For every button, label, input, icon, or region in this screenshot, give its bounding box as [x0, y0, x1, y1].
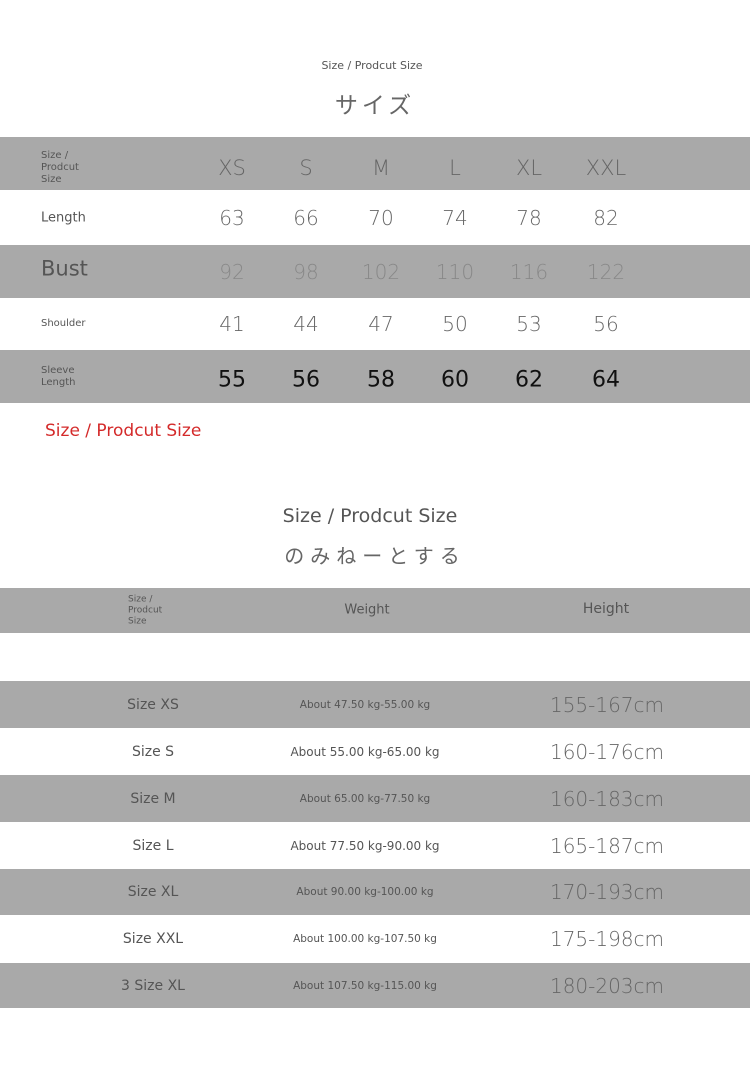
height-cell: 165-187cm: [549, 833, 665, 858]
row-label-line: Sleeve: [41, 364, 75, 376]
size-cell: Size L: [132, 837, 174, 854]
height-cell: 155-167cm: [549, 692, 665, 717]
row-label: Length: [41, 210, 86, 225]
section1-subtitle: Size / Prodcut Size: [321, 59, 423, 72]
measurement-cell: 82: [593, 205, 619, 230]
header-size-label-line: Size /: [128, 594, 153, 605]
header-size-label-line: Size: [41, 174, 62, 185]
size-cell: Size XS: [127, 696, 179, 713]
measurement-cell: 64: [592, 367, 620, 392]
measurement-cell: 70: [368, 205, 394, 230]
height-column-header: Height: [582, 601, 630, 617]
header-size-label-line: Size: [128, 616, 147, 627]
row-label-line: Shoulder: [41, 318, 86, 329]
measurement-cell: 60: [441, 367, 469, 392]
height-cell: 170-193cm: [549, 880, 665, 904]
measurement-cell: 56: [593, 312, 619, 336]
measurement-cell: 74: [442, 205, 468, 230]
measurement-cell: 41: [219, 312, 245, 336]
measurement-cell: 110: [435, 259, 475, 284]
header-size-label-line: Size /: [41, 150, 69, 161]
size-column-header: M: [371, 156, 391, 180]
table-row: [0, 350, 750, 403]
header-size-label-line: Prodcut: [41, 162, 79, 173]
table-header-row: [0, 137, 750, 190]
measurement-cell: 66: [293, 205, 319, 230]
row-label-line: Bust: [41, 256, 88, 280]
weight-cell: About 77.50 kg-90.00 kg: [290, 838, 440, 853]
section2-title: のみねーとする: [284, 544, 466, 568]
measurement-cell: 58: [367, 367, 395, 392]
row-label-line: Length: [41, 210, 86, 225]
weight-column-header: Weight: [344, 602, 390, 618]
table-header-row: [0, 588, 750, 633]
measurement-cell: 50: [442, 312, 468, 336]
weight-cell: About 55.00 kg-65.00 kg: [290, 744, 440, 759]
table-row: [0, 681, 750, 728]
measurement-cell: 47: [368, 312, 394, 336]
section1-title: サイズ: [334, 93, 416, 119]
size-note: Size / Prodcut Size: [45, 421, 202, 441]
header-size-label: Size / Prodcut Size: [128, 595, 162, 628]
measurement-cell: 55: [218, 367, 246, 392]
table-row: [0, 963, 750, 1008]
row-label: Sleeve Length: [41, 365, 76, 389]
measurement-cell: 102: [361, 259, 401, 284]
section2-subtitle: Size / Prodcut Size: [282, 505, 458, 527]
size-cell: Size XXL: [122, 931, 184, 947]
weight-cell: About 107.50 kg-115.00 kg: [293, 979, 437, 992]
measurement-cell: 92: [219, 259, 245, 284]
height-cell: 175-198cm: [549, 927, 665, 951]
table-row: [0, 869, 750, 915]
weight-cell: About 47.50 kg-55.00 kg: [299, 698, 431, 711]
size-cell: Size XL: [127, 884, 179, 900]
header-size-label-line: Prodcut: [128, 605, 163, 616]
header-size-label: Size / Prodcut Size: [41, 150, 79, 186]
weight-cell: About 100.00 kg-107.50 kg: [293, 933, 437, 945]
size-column-header: S: [299, 156, 313, 180]
table-row: [0, 245, 750, 298]
height-cell: 160-176cm: [549, 739, 665, 764]
row-label-line: Length: [41, 376, 76, 388]
table-row: [0, 775, 750, 822]
measurement-cell: 122: [586, 259, 626, 284]
row-label: Shoulder: [41, 318, 86, 330]
size-cell: 3 Size XL: [121, 977, 185, 994]
measurement-cell: 98: [293, 259, 319, 284]
row-label: Bust: [41, 257, 88, 280]
measurement-cell: 53: [516, 312, 542, 336]
size-column-header: L: [449, 156, 461, 180]
height-cell: 160-183cm: [549, 786, 665, 811]
weight-cell: About 90.00 kg-100.00 kg: [296, 886, 434, 898]
measurement-cell: 78: [516, 205, 542, 230]
measurement-cell: 116: [509, 259, 549, 284]
size-cell: Size S: [131, 743, 175, 760]
measurement-cell: 62: [515, 367, 543, 392]
weight-cell: About 65.00 kg-77.50 kg: [299, 792, 431, 805]
measurement-cell: 44: [293, 312, 319, 336]
size-cell: Size M: [130, 790, 176, 807]
size-column-header: XS: [218, 156, 246, 180]
height-cell: 180-203cm: [549, 973, 665, 998]
size-column-header: XL: [515, 156, 543, 180]
measurement-cell: 63: [219, 205, 245, 230]
size-column-header: XXL: [585, 156, 627, 180]
measurement-cell: 56: [292, 367, 320, 392]
